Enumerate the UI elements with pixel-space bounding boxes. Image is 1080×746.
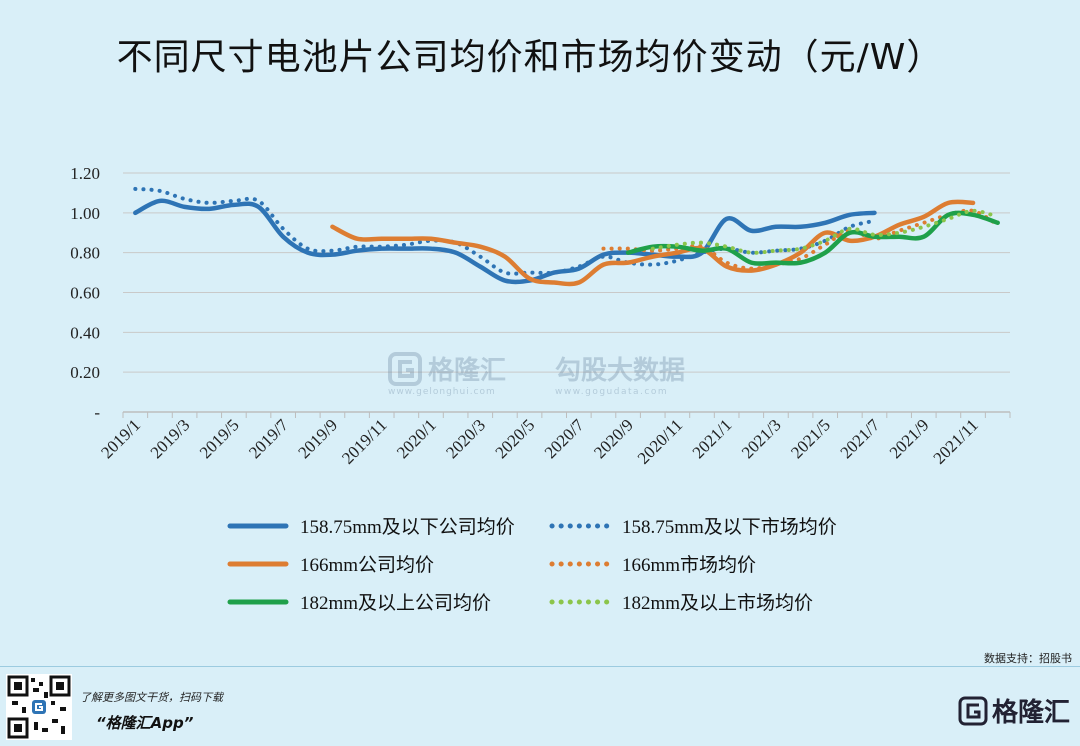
watermark-gelonghui: 格隆汇 www.gelonghui.com: [388, 350, 506, 397]
series-line-2: [133, 186, 877, 276]
legend: 158.75mm及以下公司均价 158.75mm及以下市场均价 166mm公司均价 1…: [227, 516, 837, 614]
footer-download-hint: 了解更多图文干货，扫码下载: [80, 691, 223, 704]
x-tick-label: 2019/1: [97, 415, 144, 462]
x-tick-label: 2020/7: [541, 415, 588, 462]
legend-label: 158.75mm及以下公司均价: [300, 516, 515, 538]
gelonghui-logo-icon: [388, 351, 422, 386]
series-line-5: [625, 210, 1000, 266]
series-line-4: [601, 208, 1000, 271]
legend-label: 182mm及以上公司均价: [300, 592, 491, 614]
series-lines: [133, 186, 1000, 287]
y-tick-label: 0.60: [70, 284, 100, 303]
brand-text: 格隆汇: [991, 698, 1070, 728]
series-line-3: [330, 199, 976, 287]
x-tick-label: 2020/5: [492, 415, 539, 462]
y-tick-label: 0.40: [70, 323, 100, 342]
y-tick-label: 1.20: [70, 164, 100, 183]
x-tick-label: 2020/1: [393, 415, 440, 462]
data-source-note: 数据支持：招股书: [984, 652, 1072, 665]
series-line-1: [133, 198, 877, 285]
legend-label: 158.75mm及以下市场均价: [622, 516, 837, 538]
watermark-gogudata: 勾股大数据 www.gogudata.com: [555, 350, 685, 397]
x-tick-label: 2021/3: [738, 415, 785, 462]
footer-app-name: “格隆汇App”: [96, 714, 194, 732]
legend-label: 166mm市场均价: [622, 554, 756, 576]
x-tick-label: 2019/9: [294, 415, 341, 462]
y-tick-label: 1.00: [70, 204, 100, 223]
watermark-right-url: www.gogudata.com: [555, 387, 669, 397]
footer-divider: [0, 666, 1080, 667]
x-tick-label: 2021/5: [787, 415, 834, 462]
line-chart: -0.200.400.600.801.001.20 2019/1 2019/3 20…: [70, 164, 1011, 614]
x-tick-label: 2019/3: [147, 415, 194, 462]
x-tick-label: 2021/9: [886, 415, 933, 462]
qr-code: [6, 674, 72, 740]
gelonghui-logo-icon: [958, 696, 988, 725]
x-tick-label: 2020/9: [590, 415, 637, 462]
x-tick-label: 2021/1: [689, 415, 736, 462]
y-tick-label: 0.80: [70, 244, 100, 263]
x-tick-label: 2020/11: [634, 415, 686, 467]
y-tick-labels: - 0.20 0.40 0.60 0.80 1.00 1.20: [70, 164, 100, 422]
x-tick-label: 2019/5: [196, 415, 243, 462]
x-tick-label: 2019/7: [245, 415, 292, 462]
brand-logo: 格隆汇: [958, 692, 1070, 729]
x-tick-label: 2021/11: [929, 415, 981, 467]
axes: [122, 411, 1011, 418]
y-tick-label: -: [94, 403, 100, 422]
legend-label: 182mm及以上市场均价: [622, 592, 813, 614]
chart-title: 不同尺寸电池片公司均价和市场均价变动（元/W）: [116, 37, 944, 78]
watermark-left-url: www.gelonghui.com: [388, 387, 496, 397]
series-line-6: [650, 208, 1000, 255]
qr-code-icon: [7, 675, 71, 739]
y-tick-label: 0.20: [70, 363, 100, 382]
x-tick-label: 2019/11: [338, 415, 390, 467]
x-tick-label: 2021/7: [836, 415, 883, 462]
watermark-left-text: 格隆汇: [428, 356, 507, 386]
x-tick-label: 2020/3: [442, 415, 489, 462]
legend-label: 166mm公司均价: [300, 554, 434, 576]
watermark-right-text: 勾股大数据: [555, 356, 686, 386]
grid-lines: [123, 172, 1010, 373]
